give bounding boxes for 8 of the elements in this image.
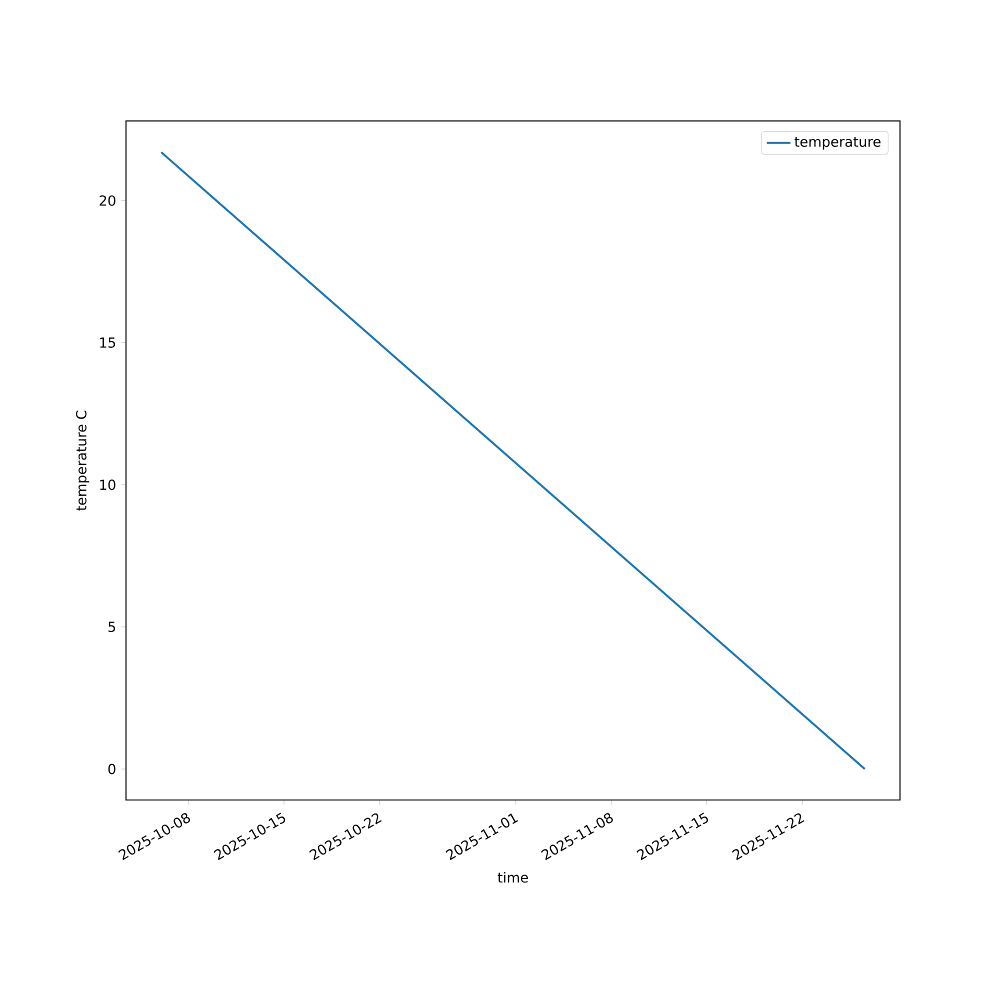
- y-axis-title: temperature C: [76, 410, 90, 511]
- y-tick-label: 15: [100, 338, 116, 348]
- x-axis-title: time: [498, 872, 528, 883]
- legend-label: temperature: [794, 136, 880, 150]
- y-tick-label: 10: [100, 480, 116, 490]
- y-tick-label: 5: [108, 622, 116, 632]
- y-tick-label: 0: [108, 764, 116, 774]
- y-tick-label: 20: [100, 195, 116, 206]
